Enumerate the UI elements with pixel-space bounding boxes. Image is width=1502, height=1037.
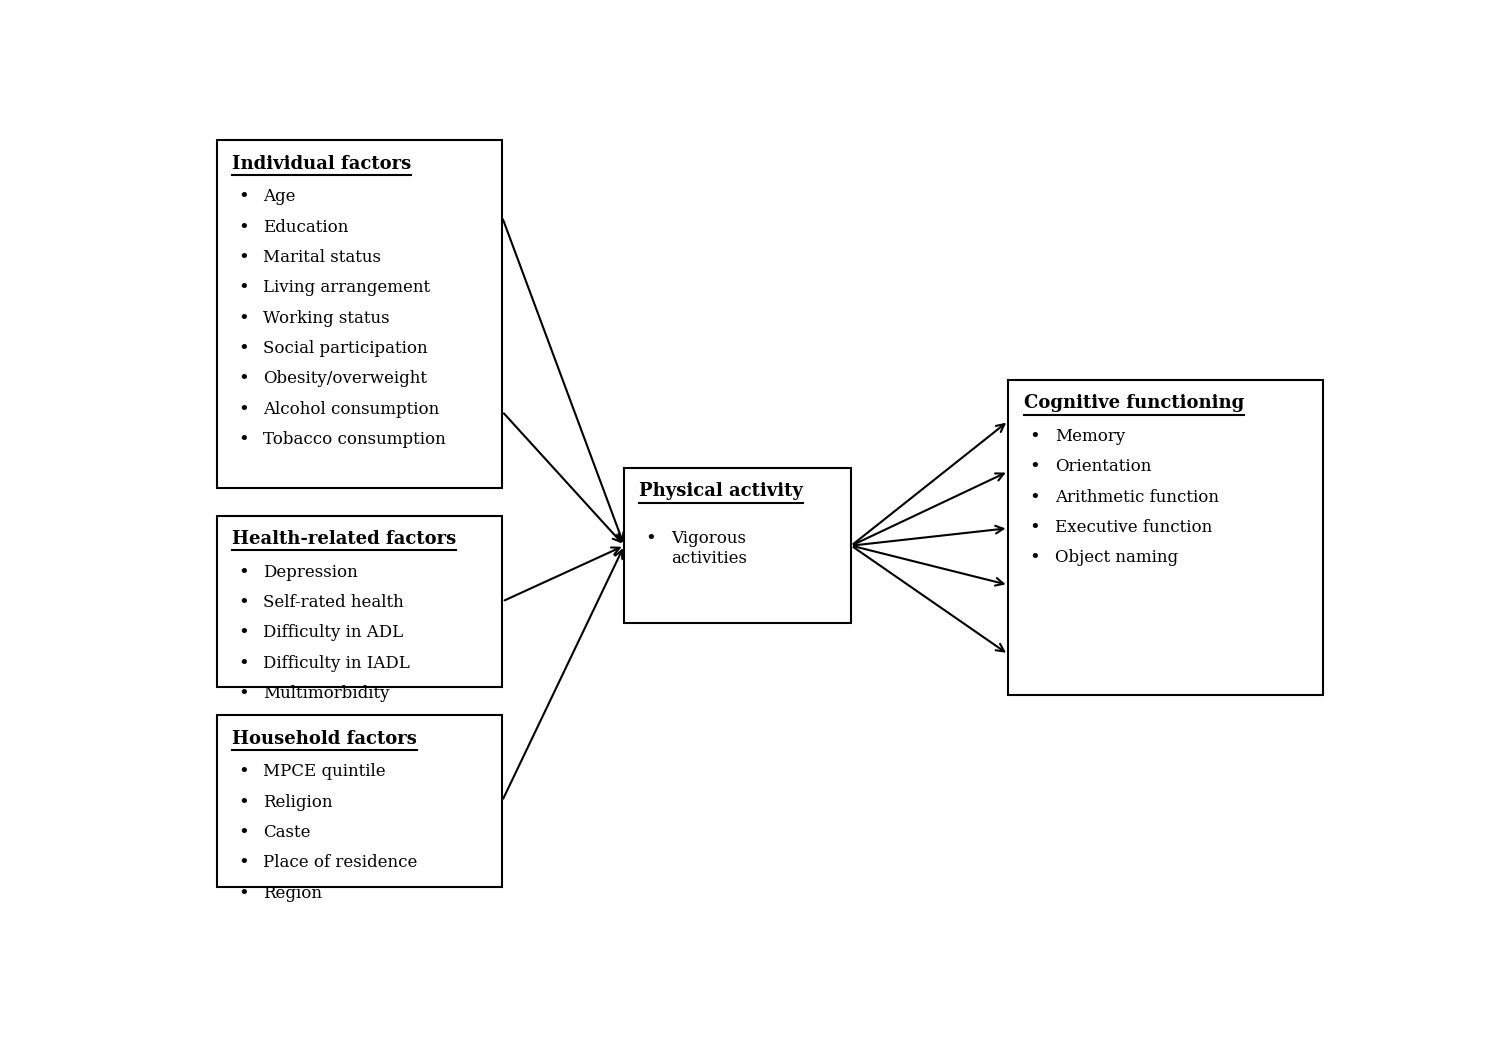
Text: Memory: Memory xyxy=(1054,428,1125,445)
Text: Place of residence: Place of residence xyxy=(263,854,418,871)
Text: •: • xyxy=(237,563,248,582)
Bar xyxy=(216,716,502,887)
Text: •: • xyxy=(237,370,248,389)
Text: Depression: Depression xyxy=(263,563,357,581)
Text: •: • xyxy=(237,340,248,358)
Text: •: • xyxy=(237,824,248,842)
Text: •: • xyxy=(237,624,248,642)
Text: Tobacco consumption: Tobacco consumption xyxy=(263,431,446,448)
Text: •: • xyxy=(237,885,248,902)
Text: •: • xyxy=(237,594,248,612)
Text: •: • xyxy=(237,854,248,872)
Text: Orientation: Orientation xyxy=(1054,458,1152,475)
Text: Executive function: Executive function xyxy=(1054,518,1212,536)
Text: Living arrangement: Living arrangement xyxy=(263,279,431,297)
Text: Difficulty in ADL: Difficulty in ADL xyxy=(263,624,404,641)
Text: Self-rated health: Self-rated health xyxy=(263,594,404,611)
Bar xyxy=(216,515,502,688)
Text: •: • xyxy=(237,249,248,267)
Text: Household factors: Household factors xyxy=(231,730,418,748)
Text: •: • xyxy=(237,431,248,449)
Text: Health-related factors: Health-related factors xyxy=(231,530,457,549)
Text: •: • xyxy=(237,279,248,298)
Text: Marital status: Marital status xyxy=(263,249,382,267)
Text: Object naming: Object naming xyxy=(1054,550,1178,566)
Text: Religion: Religion xyxy=(263,793,333,811)
Text: •: • xyxy=(1029,458,1039,476)
Text: Cognitive functioning: Cognitive functioning xyxy=(1023,394,1244,413)
Text: •: • xyxy=(646,530,656,549)
Text: •: • xyxy=(237,654,248,673)
Text: Multimorbidity: Multimorbidity xyxy=(263,685,391,702)
Text: •: • xyxy=(237,310,248,328)
Bar xyxy=(1008,380,1323,696)
Text: Caste: Caste xyxy=(263,824,311,841)
Text: Region: Region xyxy=(263,885,323,901)
Text: •: • xyxy=(237,763,248,781)
Text: Individual factors: Individual factors xyxy=(231,155,412,173)
Text: •: • xyxy=(237,685,248,703)
Text: Working status: Working status xyxy=(263,310,391,327)
Text: •: • xyxy=(1029,550,1039,567)
Text: Arithmetic function: Arithmetic function xyxy=(1054,488,1220,506)
Text: Physical activity: Physical activity xyxy=(640,482,804,500)
Text: •: • xyxy=(1029,428,1039,446)
Text: •: • xyxy=(237,400,248,419)
Text: •: • xyxy=(1029,488,1039,506)
Text: Difficulty in IADL: Difficulty in IADL xyxy=(263,654,410,672)
Text: Age: Age xyxy=(263,189,296,205)
Text: MPCE quintile: MPCE quintile xyxy=(263,763,386,780)
Text: Obesity/overweight: Obesity/overweight xyxy=(263,370,428,388)
Text: Education: Education xyxy=(263,219,348,235)
Bar xyxy=(216,140,502,487)
Text: •: • xyxy=(237,189,248,206)
Text: •: • xyxy=(237,793,248,812)
Text: Alcohol consumption: Alcohol consumption xyxy=(263,400,440,418)
Text: Vigorous
activities: Vigorous activities xyxy=(671,530,746,566)
Text: •: • xyxy=(1029,518,1039,537)
Bar xyxy=(625,468,852,623)
Text: •: • xyxy=(237,219,248,236)
Text: Social participation: Social participation xyxy=(263,340,428,357)
